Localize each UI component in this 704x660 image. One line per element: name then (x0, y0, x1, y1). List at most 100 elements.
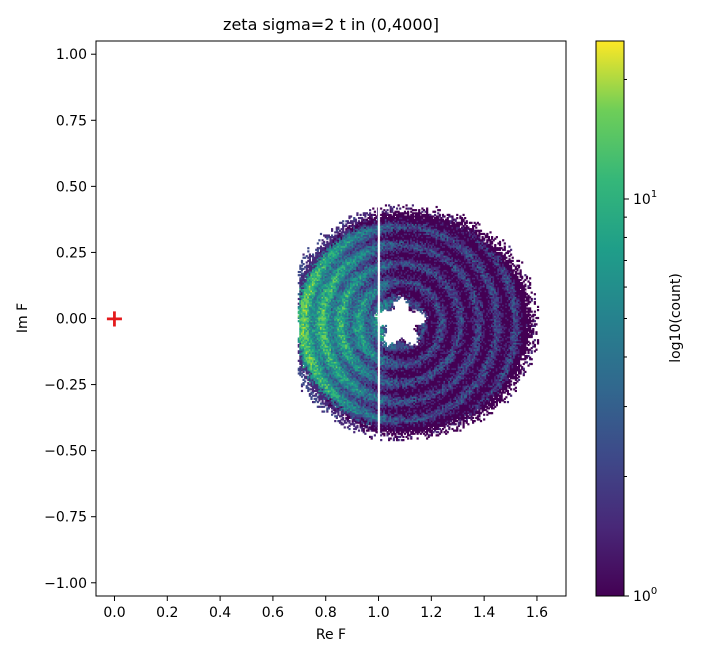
heatmap-cell (300, 274, 304, 277)
heatmap-cell (308, 366, 311, 369)
heatmap-cell (332, 396, 335, 399)
heatmap-cell (297, 320, 300, 323)
heatmap-cell (323, 324, 326, 328)
heatmap-cell (337, 310, 340, 313)
heatmap-cell (338, 280, 342, 283)
heatmap-cell (332, 315, 335, 318)
heatmap-cell (329, 331, 332, 334)
heatmap-cell (340, 269, 343, 272)
heatmap-cell (321, 264, 324, 267)
heatmap-cell (327, 286, 331, 289)
heatmap-cell (313, 335, 316, 339)
heatmap-cell (321, 356, 324, 359)
heatmap-cell (307, 264, 310, 267)
heatmap-cell (311, 310, 315, 313)
heatmap-cell (302, 289, 305, 293)
heatmap-cell (340, 337, 343, 340)
heatmap-cell (299, 289, 302, 293)
heatmap-cell (335, 369, 338, 372)
heatmap-cell (338, 404, 342, 407)
heatmap-cell (337, 321, 340, 324)
heatmap-cell (318, 356, 321, 359)
heatmap-cell (321, 318, 324, 321)
heatmap-cell (321, 312, 324, 315)
heatmap-cell (324, 258, 327, 261)
heatmap-cell (331, 240, 334, 243)
heatmap-cell (324, 364, 327, 367)
heatmap-cell (332, 372, 335, 375)
heatmap-cell (329, 340, 332, 343)
heatmap-cell (332, 334, 335, 337)
heatmap-cell (307, 294, 310, 297)
heatmap-cell (326, 277, 329, 280)
heatmap-cell (329, 302, 332, 305)
heatmap-cell (313, 267, 316, 270)
heatmap-cell (326, 324, 329, 328)
heatmap-cell (316, 253, 319, 256)
heatmap-cell (313, 321, 316, 324)
heatmap-cell (326, 234, 329, 237)
heatmap-cell (324, 400, 327, 404)
heatmap-cell (311, 280, 315, 283)
heatmap-cell (331, 396, 334, 399)
heatmap-cell (329, 345, 332, 348)
heatmap-cell (313, 285, 316, 288)
heatmap-cell (307, 256, 310, 259)
heatmap-cell (311, 353, 315, 356)
heatmap-cell (316, 347, 319, 350)
heatmap-cell (326, 321, 329, 324)
heatmap-cell (332, 266, 335, 269)
heatmap-cell (313, 282, 316, 285)
heatmap-cell (297, 339, 300, 342)
heatmap-cell (315, 354, 318, 358)
heatmap-cell (342, 405, 345, 408)
heatmap-cell (323, 351, 326, 354)
heatmap-cell (327, 383, 331, 386)
heatmap-cell (310, 323, 313, 326)
heatmap-cell (329, 391, 332, 394)
heatmap-cell (307, 316, 310, 320)
heatmap-cell (327, 283, 331, 286)
heatmap-cell (304, 337, 307, 340)
heatmap-cell (313, 307, 316, 310)
heatmap-cell (315, 329, 318, 332)
heatmap-cell (332, 286, 335, 289)
heatmap-cell (340, 282, 343, 285)
heatmap-cell (326, 278, 329, 282)
heatmap-cell (337, 278, 340, 282)
heatmap-cell (316, 339, 319, 342)
heatmap-cell (310, 315, 313, 318)
heatmap-cell (300, 285, 304, 288)
heatmap-cell (331, 286, 334, 289)
heatmap-cell (321, 289, 324, 293)
heatmap-cell (335, 342, 338, 345)
heatmap-cell (331, 304, 334, 307)
heatmap-cell (338, 320, 342, 323)
heatmap-cell (319, 275, 323, 278)
heatmap-cell (321, 328, 324, 331)
heatmap-cell (308, 318, 311, 321)
heatmap-cell (338, 389, 342, 393)
heatmap-cell (340, 310, 343, 313)
heatmap-cell (318, 310, 321, 313)
heatmap-cell (334, 348, 337, 351)
heatmap-cell (318, 259, 321, 263)
heatmap-cell (340, 263, 343, 266)
heatmap-cell (334, 272, 337, 275)
heatmap-cell (338, 301, 342, 304)
heatmap-cell (338, 264, 342, 267)
heatmap-cell (321, 383, 324, 386)
heatmap-cell (340, 305, 343, 308)
heatmap-cell (302, 367, 305, 370)
heatmap-cell (310, 378, 313, 381)
heatmap-cell (311, 307, 315, 310)
heatmap-cell (324, 393, 327, 396)
heatmap-cell (305, 334, 308, 337)
heatmap-cell (327, 396, 331, 399)
heatmap-cell (302, 370, 305, 374)
heatmap-cell (308, 334, 311, 337)
heatmap-cell (329, 305, 332, 308)
heatmap-cell (337, 272, 340, 275)
heatmap-cell (318, 364, 321, 367)
heatmap-cell (332, 351, 335, 354)
